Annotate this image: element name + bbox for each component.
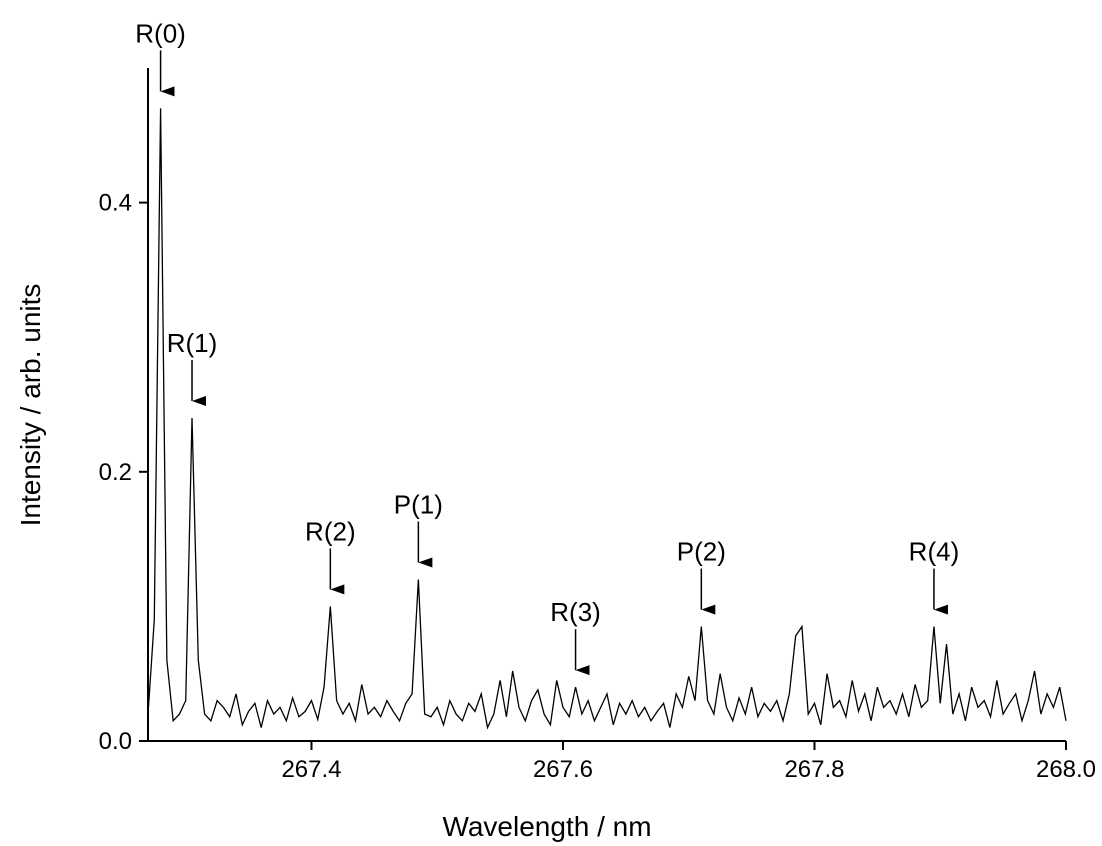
x-axis-label: Wavelength / nm xyxy=(442,811,651,842)
annotation-label: R(3) xyxy=(550,597,601,627)
x-tick-label: 267.6 xyxy=(533,756,593,783)
x-tick-label: 268.0 xyxy=(1036,756,1096,783)
y-tick-label: 0.2 xyxy=(99,459,132,486)
annotation-label: R(4) xyxy=(909,537,960,567)
y-axis-label: Intensity / arb. units xyxy=(15,284,46,527)
annotation-label: R(0) xyxy=(135,18,186,48)
annotation-label: R(1) xyxy=(167,328,218,358)
y-tick-label: 0.4 xyxy=(99,190,132,217)
x-tick-label: 267.8 xyxy=(784,756,844,783)
spectrum-line xyxy=(147,108,1067,730)
y-tick-label: 0.0 xyxy=(99,728,132,755)
annotation-label: P(2) xyxy=(677,537,726,567)
x-tick-label: 267.4 xyxy=(281,756,341,783)
annotation-label: R(2) xyxy=(305,516,356,546)
annotation-label: P(1) xyxy=(394,489,443,519)
